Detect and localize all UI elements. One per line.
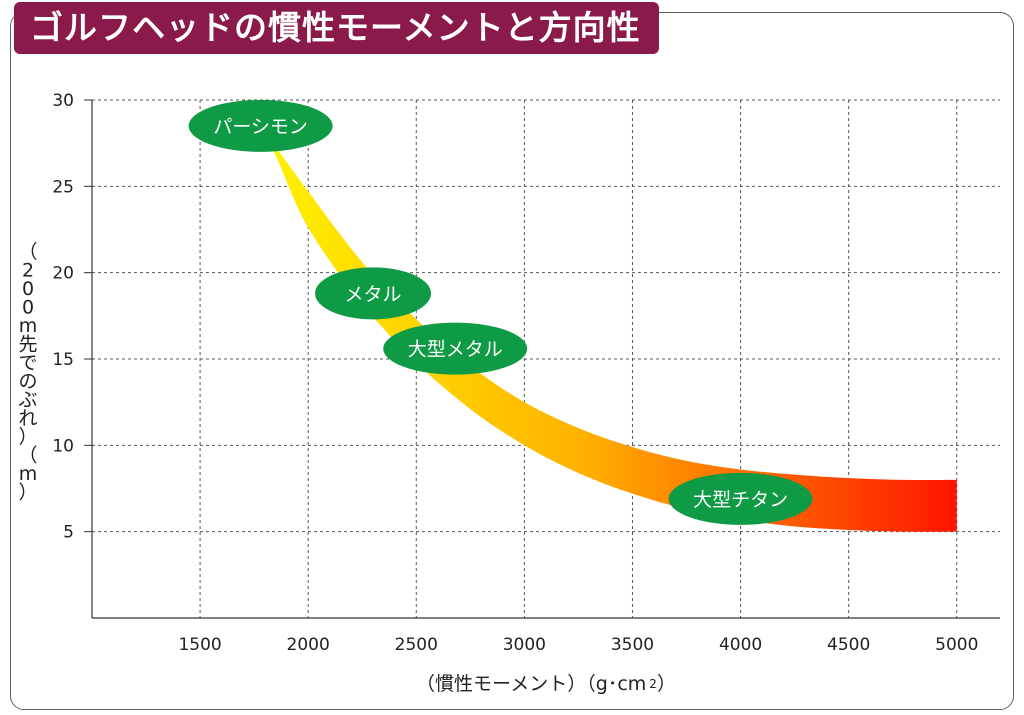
y-axis-title-char: m <box>19 315 38 337</box>
series-label: メタル <box>315 267 432 320</box>
y-axis-title-char: （ <box>18 241 37 263</box>
x-tick-label: 4500 <box>827 635 870 655</box>
x-tick-label: 5000 <box>935 635 978 655</box>
y-axis-title-char: 先 <box>18 334 37 356</box>
x-tick-label: 1500 <box>178 635 221 655</box>
x-tick-label: 2500 <box>395 635 438 655</box>
y-axis-title-char: で <box>18 352 37 374</box>
y-axis-title-char: の <box>18 371 37 393</box>
series-label: 大型メタル <box>383 322 528 375</box>
y-tick-label: 30 <box>52 91 74 111</box>
label-pill <box>315 267 432 320</box>
y-axis-title-char: 0 <box>22 278 34 300</box>
data-band <box>260 125 957 532</box>
x-axis-title: （慣性モーメント）（g･cm 2） <box>416 673 676 695</box>
x-tick-label: 3500 <box>611 635 654 655</box>
y-axis-title-char: れ <box>18 408 37 430</box>
label-text: パーシモン <box>213 116 308 138</box>
series-label: 大型チタン <box>668 472 813 525</box>
y-tick-label: 25 <box>52 177 74 197</box>
x-tick-label: 2000 <box>287 635 330 655</box>
tick-layer: 5 10 15 20 25 30 1500 2000 2500 3000 3500 4000 4500 5… <box>52 91 978 655</box>
axes <box>84 99 1000 619</box>
chart-title: ゴルフヘッドの慣性モーメントと方向性 <box>14 2 659 54</box>
y-tick-label: 5 <box>63 523 74 543</box>
band-layer <box>260 125 957 532</box>
y-tick-label: 10 <box>52 436 74 456</box>
label-pill <box>383 322 528 375</box>
y-axis-title-char: m <box>19 463 38 485</box>
label-pill <box>188 99 333 152</box>
y-axis-title-char: 2 <box>22 260 34 282</box>
label-text: 大型チタン <box>693 489 788 511</box>
y-tick-label: 20 <box>52 264 74 284</box>
y-tick-label: 15 <box>52 350 74 370</box>
y-axis-title-char: （ <box>18 445 37 467</box>
series-label: パーシモン <box>188 99 333 152</box>
y-axis-title-char: ） <box>18 426 37 448</box>
grid <box>92 99 1000 618</box>
x-tick-label: 3000 <box>503 635 546 655</box>
label-pill <box>668 472 813 525</box>
label-text: 大型メタル <box>408 339 503 361</box>
y-axis-title-char: 0 <box>22 297 34 319</box>
y-axis-title-char: ） <box>18 482 37 504</box>
label-text: メタル <box>345 283 402 305</box>
x-tick-label: 4000 <box>719 635 762 655</box>
y-axis-title-char: ぶ <box>18 389 37 411</box>
